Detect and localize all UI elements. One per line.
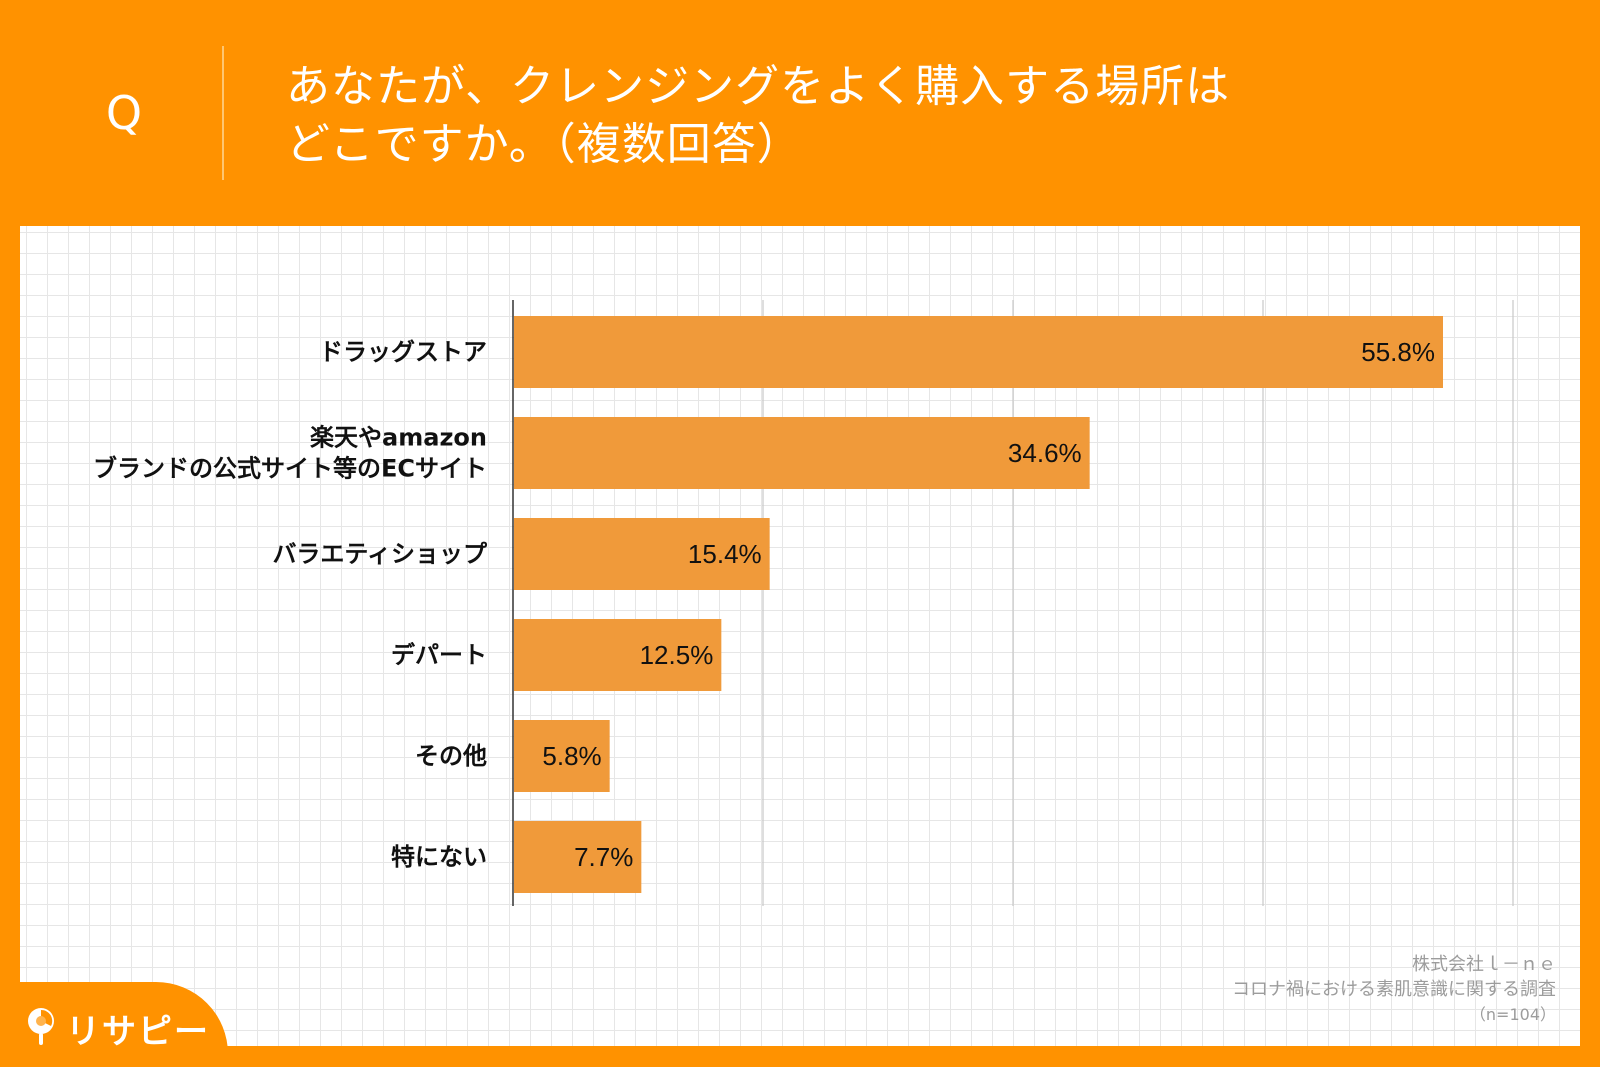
logo-text: リサピー [66,1012,210,1052]
source-survey: コロナ禍における素肌意識に関する調査 [1232,979,1556,1000]
category-label: バラエティショップ [272,540,488,568]
question-line-1: あなたが、クレンジングをよく購入する場所は [286,61,1231,112]
bar [514,518,770,590]
category-label: デパート [391,641,487,669]
category-label: ブランドの公式サイト等のECサイト [93,455,487,483]
category-label: 特にない [391,843,487,871]
bar [514,619,722,691]
bar-value-label: 12.5% [640,640,714,670]
question-title: あなたが、クレンジングをよく購入する場所は どこですか。（複数回答） [286,58,1230,174]
q-label: Q [105,86,143,140]
bar [514,720,610,792]
bar [514,316,1443,388]
bar-value-label: 5.8% [542,741,601,771]
research-pin-icon [28,1008,54,1045]
bar [514,821,642,893]
category-label: ドラッグストア [319,338,487,366]
bar-value-label: 15.4% [688,539,762,569]
source-note: 株式会社ｌ－ｎｅ コロナ禍における素肌意識に関する調査 （n=104） [1232,952,1556,1027]
chart-panel: 55.8% ドラッグストア 34.6% 楽天やamazon ブランドの公式サイト等のEC… [20,226,1580,1046]
category-label: その他 [415,742,487,770]
question-line-2: どこですか。（複数回答） [286,119,802,170]
header-banner: Q あなたが、クレンジングをよく購入する場所は どこですか。（複数回答） [0,0,1600,222]
bar-chart: 55.8% ドラッグストア 34.6% 楽天やamazon ブランドの公式サイト等のEC… [93,300,1514,906]
bar-value-label: 34.6% [1008,438,1082,468]
bar-value-label: 55.8% [1361,337,1435,367]
header-divider [222,46,224,180]
source-company: 株式会社ｌ－ｎｅ [1412,954,1556,975]
category-label: 楽天やamazon [310,424,487,452]
bar-value-label: 7.7% [574,842,633,872]
bar [514,417,1090,489]
source-sample: （n=104） [1469,1005,1556,1024]
